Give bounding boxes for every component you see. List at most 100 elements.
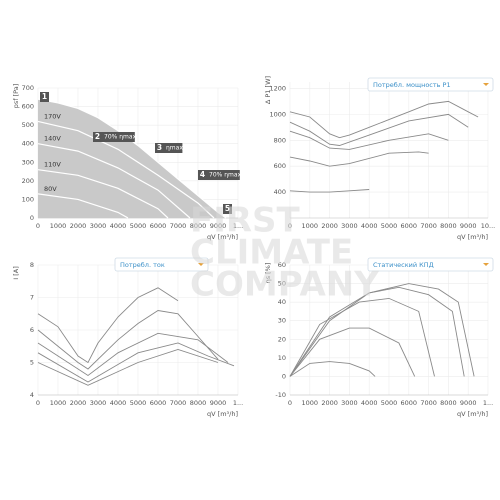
annotation-text: ηmax <box>166 145 183 152</box>
x-axis-label: qV [m³/h] <box>457 410 488 418</box>
x-tick-label: 5000 <box>130 399 147 407</box>
x-tick-label: 0 <box>36 222 40 230</box>
curve <box>37 169 169 219</box>
marker-label: 1 <box>42 92 47 101</box>
x-tick-label: 2000 <box>70 222 87 230</box>
x-tick-label: 5000 <box>130 222 147 230</box>
x-tick-label: 4000 <box>361 399 378 407</box>
x-tick-label: 0 <box>288 222 292 230</box>
y-tick-label: 300 <box>22 158 34 166</box>
dropdown-arrow <box>198 263 204 266</box>
y-tick-label: 8 <box>30 261 34 269</box>
annotation-box <box>207 170 240 180</box>
curve-label: 140V <box>44 135 61 143</box>
marker-box <box>155 143 164 153</box>
x-tick-label: 3000 <box>90 399 107 407</box>
x-tick-label: 2000 <box>70 399 87 407</box>
x-tick-label: 6000 <box>150 399 167 407</box>
curve-label: 80V <box>44 185 57 193</box>
y-tick-label: 7 <box>30 294 34 302</box>
y-tick-label: 6 <box>30 326 34 334</box>
x-tick-label: 9000 <box>210 222 227 230</box>
x-tick-label: 8000 <box>440 399 457 407</box>
annotation-box <box>102 132 135 142</box>
curve <box>37 120 215 219</box>
y-tick-label: 4 <box>30 391 34 399</box>
y-tick-label: 0 <box>30 214 34 222</box>
marker-box <box>93 132 102 142</box>
y-tick-label: 600 <box>22 103 34 111</box>
x-tick-label: 1... <box>483 399 493 407</box>
x-tick-label: 7000 <box>170 399 187 407</box>
marker-label: 3 <box>157 143 162 152</box>
y-tick-label: 50 <box>278 280 286 288</box>
x-axis-label: qV [m³/h] <box>207 233 238 241</box>
curve <box>289 283 475 377</box>
x-tick-label: 1... <box>233 222 243 230</box>
marker-box <box>223 204 232 214</box>
x-tick-label: 4000 <box>110 399 127 407</box>
x-tick-label: 6000 <box>401 399 418 407</box>
x-tick-label: 7000 <box>420 399 437 407</box>
y-tick-label: 800 <box>274 136 286 144</box>
y-tick-label: 0 <box>282 372 286 380</box>
curve <box>289 113 469 146</box>
y-axis-label: ηs [%] <box>264 263 272 284</box>
x-tick-label: 5000 <box>381 222 398 230</box>
curve <box>37 287 179 364</box>
dropdown-label: Потребл. ток <box>120 261 165 269</box>
x-tick-label: 1... <box>233 399 243 407</box>
dropdown[interactable] <box>367 77 494 92</box>
y-tick-label: 200 <box>22 177 34 185</box>
curve <box>289 100 479 139</box>
dropdown[interactable] <box>114 257 209 272</box>
y-tick-label: 60 <box>278 261 286 269</box>
x-tick-label: 8000 <box>440 222 457 230</box>
curve <box>37 193 129 219</box>
watermark: FIRST <box>190 201 301 241</box>
y-axis-label: I [A] <box>12 266 20 280</box>
x-tick-label: 5000 <box>381 399 398 407</box>
x-tick-label: 1000 <box>50 399 67 407</box>
dropdown-label: Статический КПД <box>373 261 434 269</box>
watermark: COMPANY <box>190 265 379 305</box>
marker-label: 4 <box>200 170 205 179</box>
y-tick-label: 600 <box>274 162 286 170</box>
watermark: CLIMATE <box>190 233 353 273</box>
x-tick-label: 10... <box>481 222 495 230</box>
y-tick-label: 5 <box>30 359 34 367</box>
y-tick-label: 400 <box>274 188 286 196</box>
curve <box>37 98 227 219</box>
y-axis-label: psf [Pa] <box>12 84 20 109</box>
x-tick-label: 8000 <box>190 222 207 230</box>
x-tick-label: 9000 <box>460 222 477 230</box>
curve-label: 170V <box>44 112 61 120</box>
curve <box>37 349 219 386</box>
x-tick-label: 8000 <box>190 399 207 407</box>
curve <box>289 286 465 377</box>
x-tick-label: 6000 <box>150 222 167 230</box>
x-tick-label: 4000 <box>110 222 127 230</box>
y-tick-label: 400 <box>22 140 34 148</box>
curve <box>289 151 429 167</box>
dropdown[interactable] <box>367 257 494 272</box>
x-tick-label: 1000 <box>302 399 319 407</box>
dropdown-arrow <box>483 263 489 266</box>
marker-label: 2 <box>95 132 100 141</box>
marker-label: 5 <box>225 204 230 213</box>
marker-box <box>198 170 207 180</box>
x-tick-label: 0 <box>36 399 40 407</box>
x-tick-label: 1000 <box>50 222 67 230</box>
x-tick-label: 7000 <box>170 222 187 230</box>
annotation-text: 70% ηmax <box>209 172 242 179</box>
x-tick-label: 3000 <box>341 222 358 230</box>
x-tick-label: 9000 <box>210 399 227 407</box>
curve <box>37 310 219 370</box>
curve <box>289 361 376 377</box>
x-tick-label: 4000 <box>361 222 378 230</box>
x-tick-label: 1000 <box>302 222 319 230</box>
curve <box>37 332 229 377</box>
curve <box>289 297 435 377</box>
x-tick-label: 2000 <box>321 222 338 230</box>
